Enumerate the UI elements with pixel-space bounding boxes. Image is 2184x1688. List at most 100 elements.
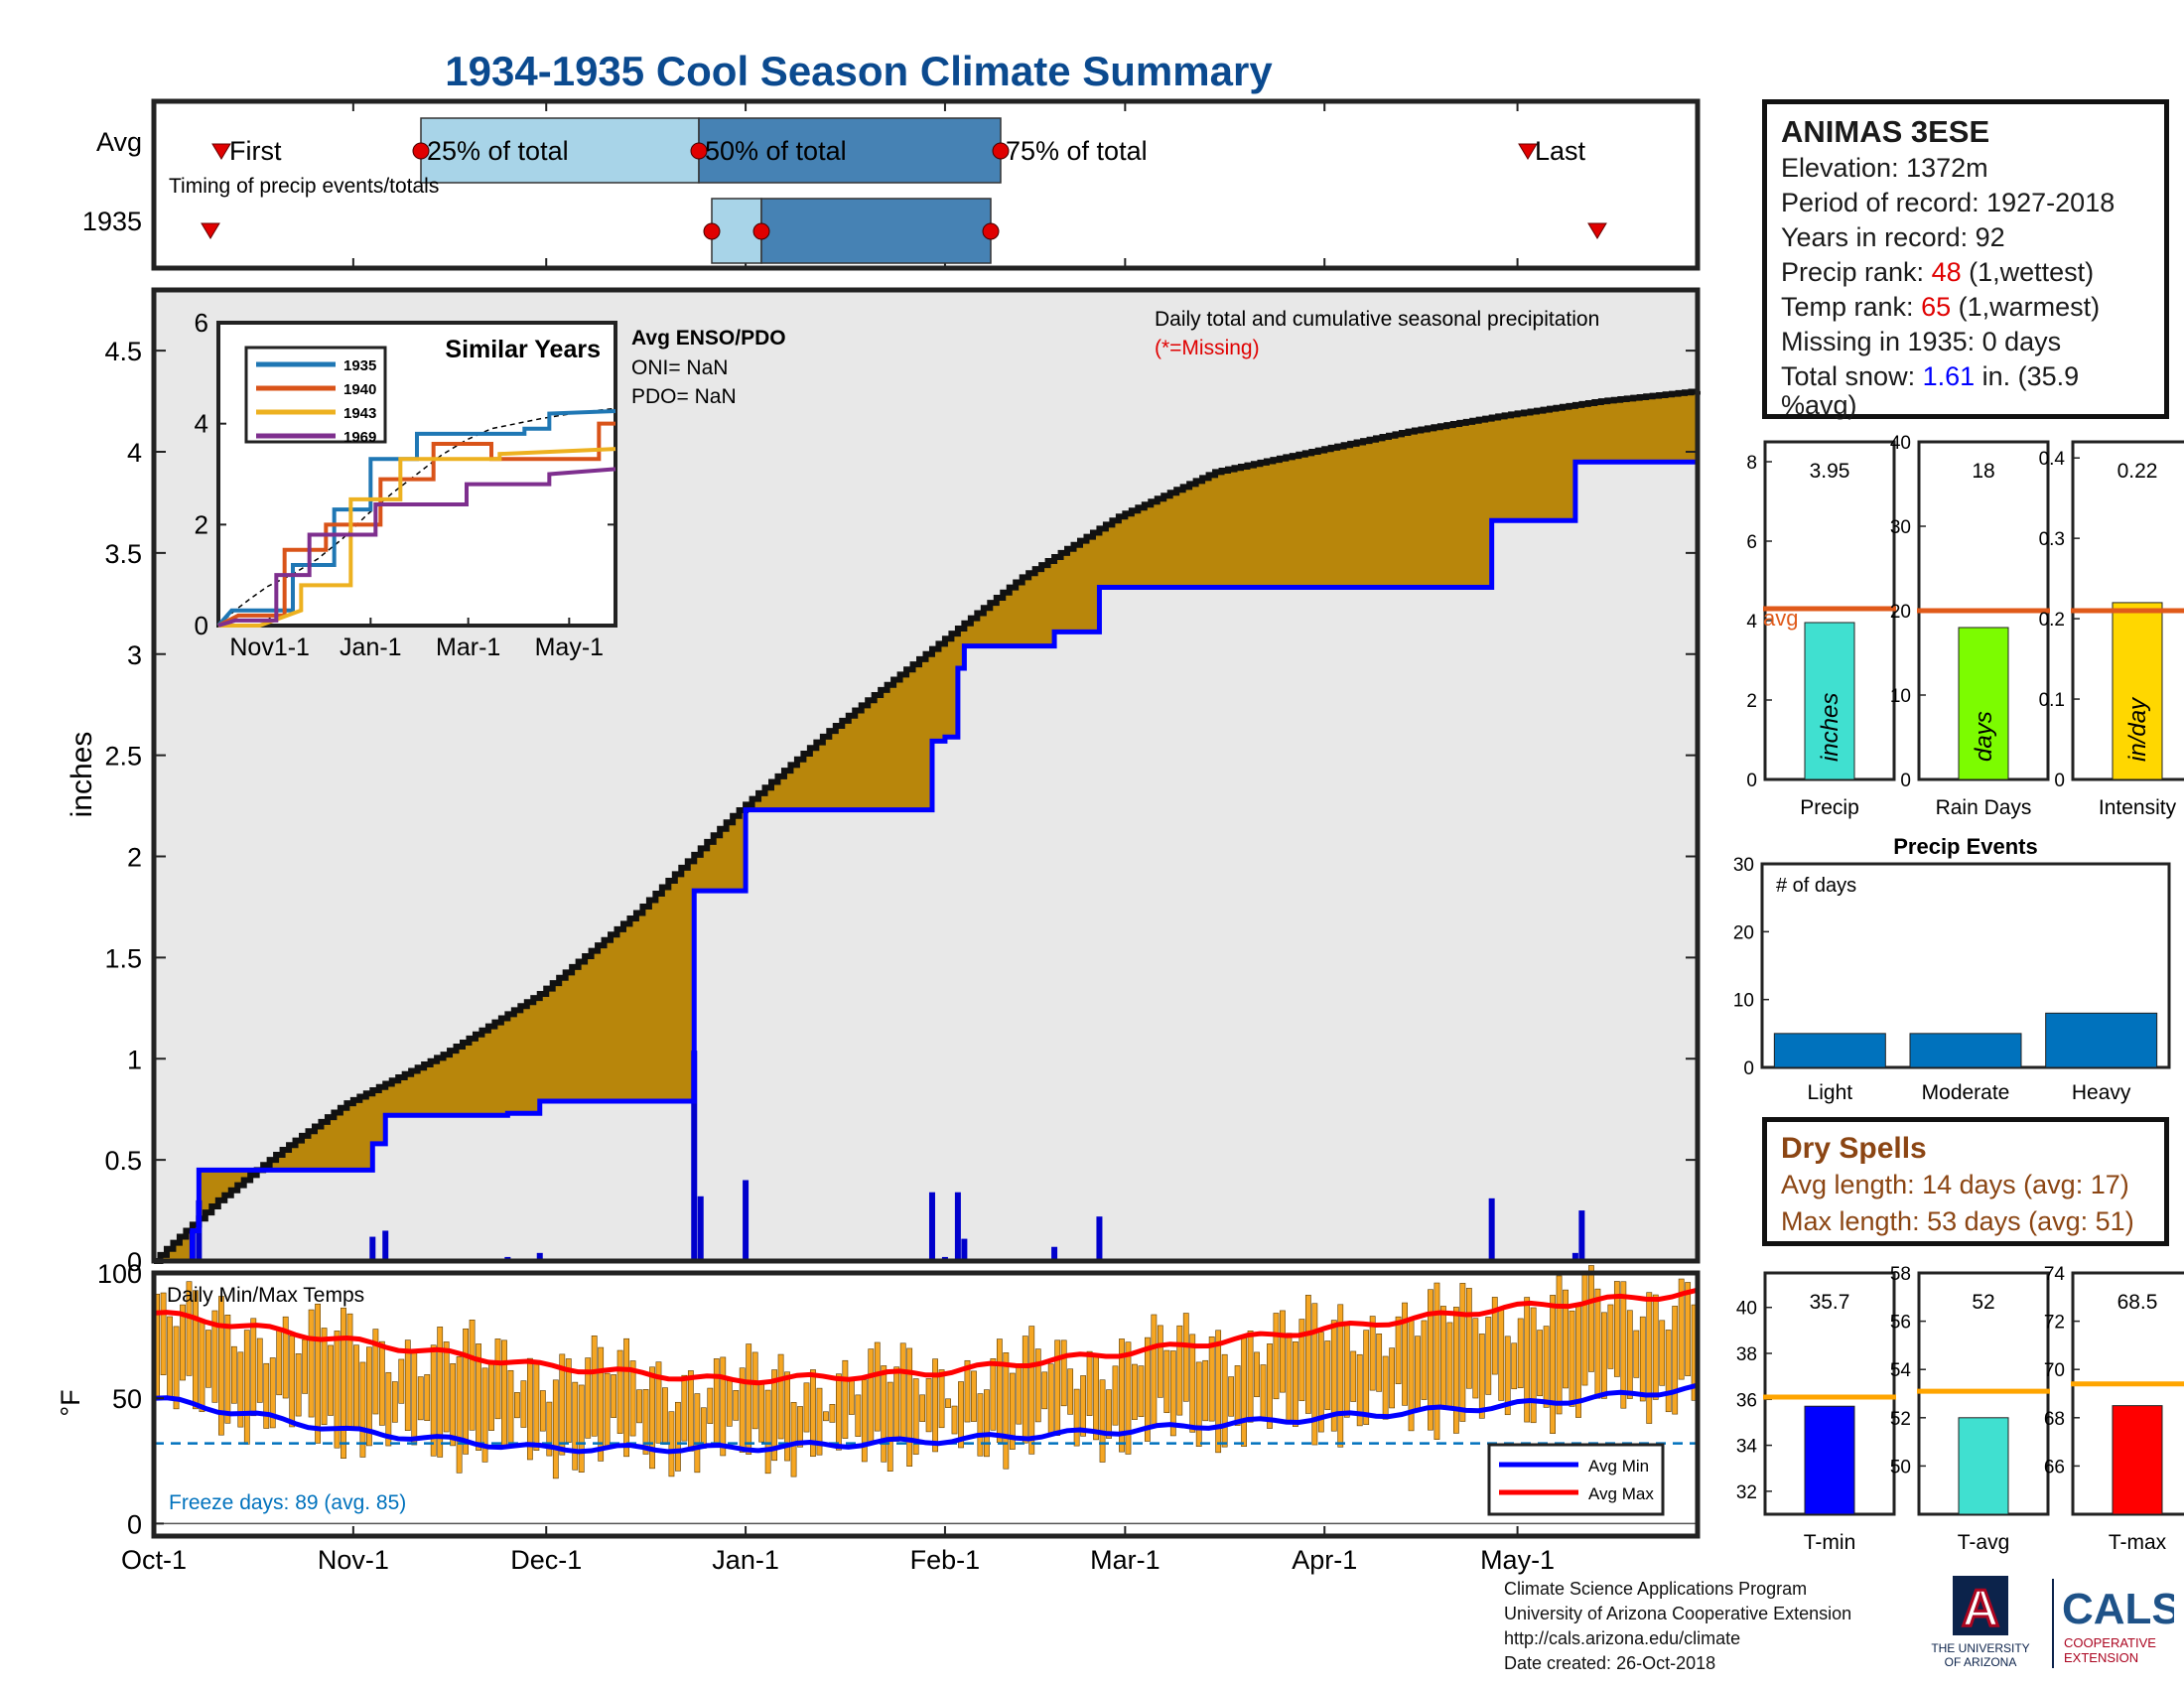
- month-tick-label: Nov-1: [318, 1545, 389, 1575]
- daily-temp-bar: [481, 1367, 488, 1463]
- daily-temp-bar: [328, 1344, 334, 1416]
- stat-value-label: 0.22: [2117, 460, 2158, 483]
- daily-temp-bar: [604, 1372, 611, 1448]
- avg-last-marker: [1518, 143, 1538, 160]
- dry-spells-panel: Dry Spells Avg length: 14 days (avg: 17)…: [1762, 1117, 2169, 1246]
- precip-ylabel: inches: [66, 732, 98, 818]
- daily-temp-bar: [256, 1337, 263, 1403]
- daily-precip-bar: [961, 1238, 968, 1261]
- stat-ytick-label: 72: [2044, 1313, 2065, 1334]
- legend-min-label: Avg Min: [1588, 1457, 1649, 1476]
- daily-temp-bar: [1324, 1340, 1331, 1411]
- stat-unit-label: in/day: [2124, 696, 2151, 762]
- daily-temp-bar: [1182, 1313, 1189, 1402]
- daily-temp-bar: [1254, 1351, 1260, 1398]
- daily-temp-bar: [1343, 1321, 1350, 1418]
- enso-title: Avg ENSO/PDO: [631, 327, 786, 350]
- credits-date: Date created: 26-Oct-2018: [1504, 1653, 1716, 1673]
- daily-temp-bar: [616, 1349, 623, 1434]
- daily-temp-bar: [404, 1339, 411, 1431]
- events-bar-moderate: [1909, 1033, 2022, 1068]
- station-info-panel: ANIMAS 3ESE Elevation: 1372m Period of r…: [1762, 99, 2169, 420]
- marker-label-last: Last: [1535, 136, 1586, 166]
- daily-temp-bar: [1189, 1334, 1196, 1433]
- temp-rank: Temp rank: 65 (1,warmest): [1781, 292, 2101, 322]
- daily-temp-bar: [1428, 1289, 1433, 1431]
- daily-temp-bar: [990, 1358, 997, 1431]
- similar-years-inset: 0 2 4 6 Nov1-1 Jan-1 Mar-1 May-1 Similar Years…: [195, 308, 617, 661]
- daily-temp-bar: [861, 1379, 868, 1463]
- daily-temp-bar: [868, 1348, 875, 1443]
- daily-temp-bar: [1195, 1361, 1202, 1447]
- inset-xtick-label: Jan-1: [340, 633, 402, 661]
- daily-temp-bar: [945, 1398, 951, 1408]
- daily-temp-bar: [1009, 1372, 1016, 1450]
- events-ytick-label: 20: [1733, 922, 1754, 943]
- daily-temp-bar: [1125, 1341, 1132, 1455]
- daily-temp-bar: [623, 1337, 629, 1458]
- yr-75-marker: [982, 222, 1000, 240]
- yr-last-marker: [1587, 222, 1607, 239]
- stat-ytick-label: 30: [1890, 517, 1911, 538]
- daily-temp-bar: [1208, 1336, 1215, 1422]
- daily-temp-bar: [1028, 1326, 1035, 1455]
- daily-temp-bar: [295, 1353, 302, 1417]
- stat-ytick-label: 74: [2044, 1264, 2066, 1285]
- daily-temp-bar: [366, 1346, 372, 1447]
- stat-value-label: 3.95: [1810, 460, 1850, 483]
- cals-logo: CALS COOPERATIVE EXTENSION: [2052, 1579, 2174, 1668]
- daily-temp-bar: [1221, 1353, 1228, 1448]
- inset-ytick-label: 2: [195, 509, 208, 539]
- daily-temp-bar: [572, 1381, 579, 1471]
- stat-ytick-label: 0.2: [2039, 610, 2065, 631]
- temp-ylabel: °F: [56, 1389, 85, 1416]
- daily-temp-bar: [1511, 1342, 1518, 1390]
- stat-category-label: Intensity: [2099, 796, 2177, 819]
- daily-temp-bar: [1594, 1288, 1601, 1399]
- daily-temp-bar: [186, 1281, 193, 1376]
- timing-caption: Timing of precip events/totals: [169, 175, 439, 198]
- daily-temp-bar: [739, 1367, 746, 1453]
- daily-temp-bar: [687, 1370, 694, 1452]
- daily-temp-bar: [1588, 1265, 1594, 1372]
- daily-temp-bar: [398, 1358, 405, 1404]
- daily-temp-bar: [649, 1366, 655, 1470]
- daily-temp-bar: [1556, 1275, 1563, 1415]
- stat-ytick-label: 40: [1736, 1299, 1757, 1320]
- daily-temp-bar: [598, 1346, 605, 1462]
- daily-temp-bar: [1169, 1350, 1176, 1437]
- daily-temp-bars: [154, 1265, 1698, 1479]
- daily-temp-bar: [1356, 1353, 1363, 1427]
- daily-temp-bar: [1446, 1322, 1453, 1408]
- daily-temp-bar: [1465, 1288, 1472, 1389]
- events-category-label: Moderate: [1922, 1081, 2010, 1104]
- daily-temp-bar: [1543, 1326, 1550, 1408]
- daily-temp-bar: [302, 1338, 309, 1394]
- events-ytick-label: 10: [1733, 991, 1754, 1012]
- season-stat-bars: 0 2 4 6 8 3.95 Precip inches avg 0 10 20 30 40 18 Rain …: [1746, 433, 2184, 819]
- events-ytick-label: 0: [1743, 1058, 1754, 1079]
- inset-avg-line: [217, 407, 616, 627]
- stat-ytick-label: 0: [1746, 771, 1757, 791]
- daily-temp-bar: [958, 1381, 964, 1449]
- daily-temp-bar: [1280, 1310, 1286, 1393]
- avg-bar-q2: [698, 117, 1002, 184]
- daily-temp-bar: [1293, 1341, 1298, 1427]
- daily-precip-bar: [697, 1196, 704, 1261]
- daily-temp-bar: [378, 1340, 385, 1426]
- svg-text:OF ARIZONA: OF ARIZONA: [1945, 1655, 2017, 1669]
- inset-legend-label: 1935: [343, 357, 376, 374]
- marker-label-25: 25% of total: [427, 136, 569, 166]
- daily-temp-bar: [1202, 1359, 1209, 1422]
- inset-xtick-label: May-1: [535, 633, 604, 661]
- credits-url[interactable]: http://cals.arizona.edu/climate: [1504, 1628, 1741, 1648]
- daily-temp-bar: [887, 1381, 893, 1472]
- stat-ytick-label: 20: [1890, 602, 1911, 623]
- total-snow: Total snow: 1.61 in. (35.9: [1781, 361, 2080, 391]
- daily-temp-bar: [346, 1313, 353, 1431]
- yr-50-marker: [752, 222, 770, 240]
- avg-50-marker: [690, 142, 708, 160]
- stat-bar-t-avg: [1958, 1417, 2009, 1515]
- daily-temp-bar: [1569, 1310, 1575, 1407]
- daily-precip-bar: [743, 1180, 750, 1261]
